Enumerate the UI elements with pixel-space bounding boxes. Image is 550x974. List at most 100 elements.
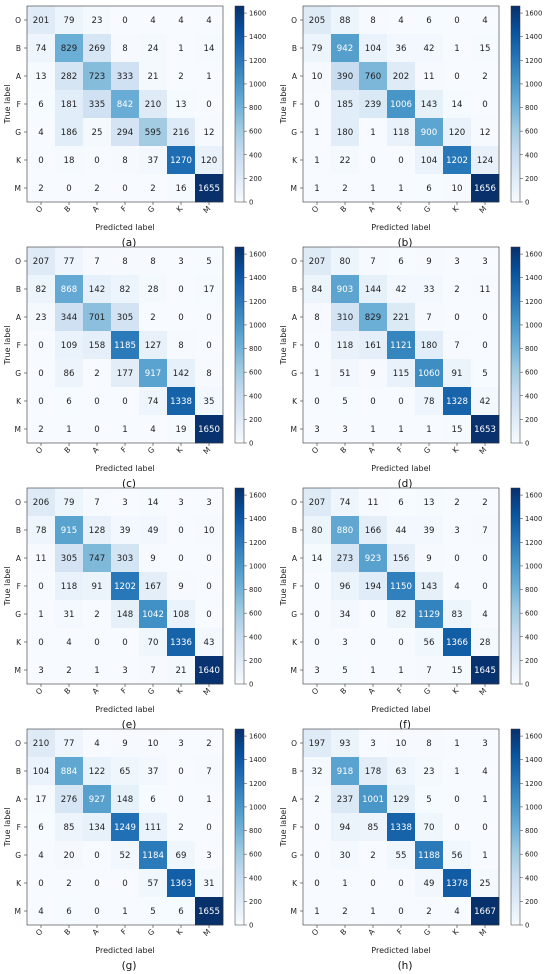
cell-value-label: 55 [396, 851, 407, 861]
colorbar-tick-label: 200 [249, 175, 262, 183]
cell-value-label: 0 [122, 879, 127, 889]
heatmap-cell [55, 387, 84, 416]
cell-value-label: 7 [94, 498, 99, 508]
x-axis-label: Predicted label [95, 464, 154, 473]
cell-value-label: 82 [36, 285, 47, 295]
cell-value-label: 109 [61, 341, 77, 351]
cell-value-label: 3 [314, 666, 319, 676]
cell-value-label: 94 [340, 823, 351, 833]
x-tick-label: A [366, 685, 377, 696]
heatmap-cell [167, 90, 196, 119]
colorbar-tick-label: 800 [525, 827, 538, 835]
x-axis-label: Predicted label [95, 946, 154, 955]
x-tick-label: F [395, 927, 404, 936]
heatmap-cell [139, 600, 168, 629]
x-tick-label: F [119, 927, 128, 936]
heatmap-cell [111, 869, 140, 898]
cell-value-label: 1 [314, 156, 319, 166]
x-tick-label: O [310, 927, 321, 938]
heatmap-cell [83, 729, 112, 758]
cell-value-label: 104 [421, 156, 437, 166]
x-axis-label: Predicted label [95, 705, 154, 714]
cell-value-label: 20 [64, 851, 75, 861]
cell-value-label: 1060 [418, 369, 440, 379]
cell-value-label: 161 [365, 341, 381, 351]
heatmap-cell [55, 897, 84, 926]
cell-value-label: 9 [426, 554, 431, 564]
cell-value-label: 4 [94, 739, 99, 749]
heatmap-cell [331, 897, 360, 926]
heatmap-cell [303, 62, 332, 91]
heatmap-cell [415, 785, 444, 814]
cell-value-label: 85 [368, 823, 379, 833]
heatmap-cell [55, 118, 84, 147]
y-tick-label: M [15, 425, 21, 434]
cell-value-label: 0 [178, 285, 183, 295]
heatmap-cell [55, 729, 84, 758]
y-tick-label: F [17, 341, 21, 350]
cell-value-label: 1363 [170, 879, 192, 889]
cell-value-label: 177 [117, 369, 133, 379]
cell-value-label: 23 [92, 16, 103, 26]
colorbar [510, 246, 521, 444]
heatmap-cell [387, 34, 416, 63]
cell-value-label: 82 [396, 610, 407, 620]
cell-value-label: 23 [36, 313, 47, 323]
colorbar-tick-label: 400 [525, 392, 538, 400]
heatmap-cell [443, 415, 472, 444]
cell-value-label: 128 [89, 526, 105, 536]
y-tick-label: G [291, 610, 297, 619]
cell-value-label: 15 [452, 666, 463, 676]
cell-value-label: 1202 [446, 156, 468, 166]
cell-value-label: 57 [148, 879, 159, 889]
heatmap-cell [359, 656, 388, 685]
x-tick-label: G [146, 445, 157, 456]
cell-value-label: 1270 [170, 156, 192, 166]
heatmap-cell [443, 841, 472, 870]
heatmap-cell [195, 387, 224, 416]
heatmap-cell [167, 62, 196, 91]
heatmap-cell [111, 841, 140, 870]
heatmap-cell [303, 387, 332, 416]
heatmap-cell [415, 841, 444, 870]
y-tick-label: M [291, 907, 297, 916]
cell-value-label: 0 [314, 879, 319, 889]
cell-value-label: 11 [368, 498, 379, 508]
colorbar-tick-label: 1600 [525, 251, 542, 259]
colorbar-tick-label: 1000 [525, 562, 542, 570]
colorbar-tick-label: 800 [249, 586, 262, 594]
colorbar-tick-label: 0 [249, 922, 253, 930]
cell-value-label: 4 [482, 610, 487, 620]
y-tick-label: K [292, 156, 298, 165]
heatmap-cell [387, 118, 416, 147]
heatmap-cell [415, 34, 444, 63]
cell-value-label: 1 [370, 128, 375, 138]
cell-value-label: 0 [178, 313, 183, 323]
heatmap-cell [443, 628, 472, 657]
cell-value-label: 0 [482, 100, 487, 110]
heatmap-cell [195, 572, 224, 601]
cell-value-label: 6 [38, 823, 43, 833]
x-tick-label: O [34, 445, 45, 456]
cell-value-label: 2 [454, 285, 459, 295]
cell-value-label: 77 [64, 257, 75, 267]
colorbar [510, 5, 521, 203]
cell-value-label: 5 [342, 397, 347, 407]
heatmap-cell [27, 118, 56, 147]
cell-value-label: 115 [393, 369, 409, 379]
heatmap-cell [55, 516, 84, 545]
cell-value-label: 36 [396, 44, 407, 54]
heatmap-cell [443, 118, 472, 147]
cell-value-label: 10 [204, 526, 215, 536]
heatmap-cell [83, 600, 112, 629]
cell-value-label: 0 [206, 582, 211, 592]
cell-value-label: 2 [482, 72, 487, 82]
cell-value-label: 1 [370, 907, 375, 917]
heatmap-cell [359, 516, 388, 545]
heatmap-cell [387, 516, 416, 545]
cell-value-label: 0 [206, 313, 211, 323]
cell-value-label: 5 [426, 795, 431, 805]
cell-value-label: 19 [176, 425, 187, 435]
heatmap-cell [167, 118, 196, 147]
